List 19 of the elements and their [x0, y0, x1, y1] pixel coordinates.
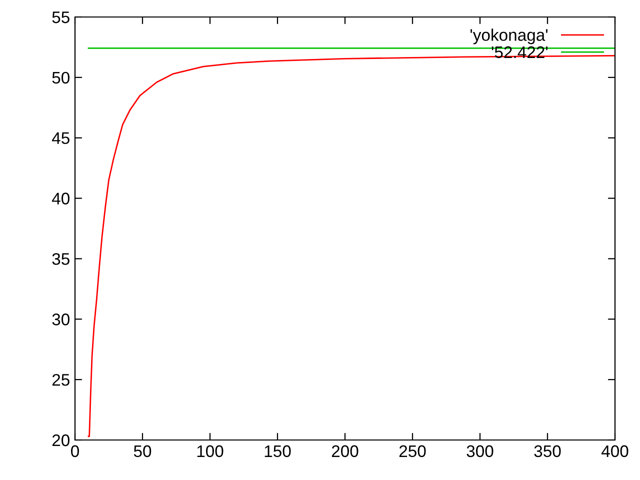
x-tick-label: 400 [601, 445, 628, 458]
x-tick-label: 50 [134, 445, 152, 458]
y-tick-label: 45 [52, 132, 70, 144]
y-tick-label: 40 [52, 192, 70, 204]
y-tick-label: 55 [52, 12, 70, 24]
legend-label: '52.422' [492, 46, 548, 58]
x-tick-label: 300 [466, 445, 494, 458]
y-tick-label: 25 [52, 374, 70, 386]
x-tick-label: 250 [399, 445, 426, 458]
y-tick-label: 50 [52, 72, 70, 84]
x-tick-label: 350 [534, 445, 561, 458]
y-tick-label: 20 [52, 434, 70, 446]
x-tick-label: 150 [264, 445, 291, 458]
x-tick-label: 200 [332, 445, 358, 458]
x-tick-label: 100 [197, 445, 224, 458]
x-tick-label: 0 [71, 445, 79, 458]
y-tick-label: 30 [52, 314, 70, 326]
y-tick-label: 35 [52, 253, 70, 265]
legend-label: 'yokonaga' [470, 28, 548, 44]
